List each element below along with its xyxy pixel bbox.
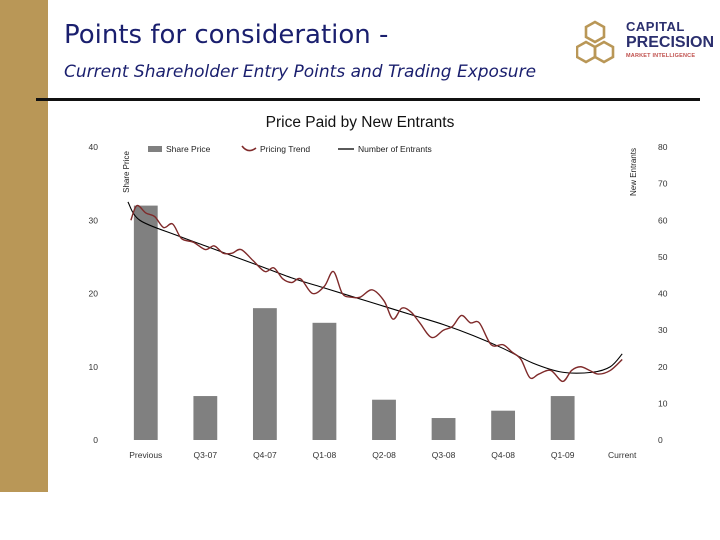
- bar-share-price: [313, 323, 337, 440]
- y-tick-label: 10: [89, 362, 99, 372]
- line-number-of-entrants: [128, 202, 622, 373]
- y2-tick-label: 10: [658, 398, 668, 408]
- bar-share-price: [491, 411, 515, 440]
- bar-share-price: [432, 418, 456, 440]
- x-tick-label: Q4-07: [253, 450, 277, 460]
- y-tick-label: 0: [93, 435, 98, 445]
- x-tick-label: Q1-09: [551, 450, 575, 460]
- x-tick-label: Q4-08: [491, 450, 515, 460]
- line-pricing-trend: [131, 205, 622, 381]
- legend-label-share-price: Share Price: [166, 144, 211, 154]
- legend-label-number-of-entrants: Number of Entrants: [358, 144, 432, 154]
- y2-tick-label: 0: [658, 435, 663, 445]
- y2-tick-label: 50: [658, 252, 668, 262]
- legend-label-pricing-trend: Pricing Trend: [260, 144, 310, 154]
- y-tick-label: 40: [89, 142, 99, 152]
- y-tick-label: 20: [89, 289, 99, 299]
- bar-share-price: [193, 396, 217, 440]
- price-paid-chart: Price Paid by New Entrants 0 10 20 30 40 0 10 2…: [0, 0, 720, 540]
- legend-swatch-pricing-trend: [242, 146, 256, 151]
- x-tick-label: Previous: [129, 450, 162, 460]
- bar-share-price: [372, 400, 396, 440]
- y2-tick-label: 20: [658, 362, 668, 372]
- y-tick-label: 30: [89, 215, 99, 225]
- x-tick-label: Q1-08: [313, 450, 337, 460]
- x-tick-label: Q3-08: [432, 450, 456, 460]
- legend-swatch-share-price: [148, 146, 162, 152]
- y2-tick-label: 60: [658, 215, 668, 225]
- y-axis-title: Share Price: [122, 151, 131, 193]
- x-tick-label: Q2-08: [372, 450, 396, 460]
- y2-tick-label: 30: [658, 325, 668, 335]
- y2-tick-label: 80: [658, 142, 668, 152]
- x-tick-label: Current: [608, 450, 637, 460]
- x-tick-label: Q3-07: [194, 450, 218, 460]
- y2-tick-label: 70: [658, 179, 668, 189]
- y2-tick-label: 40: [658, 289, 668, 299]
- y2-axis-title: New Entrants: [629, 148, 638, 196]
- bar-share-price: [134, 206, 158, 440]
- bar-share-price: [253, 308, 277, 440]
- bar-share-price: [551, 396, 575, 440]
- chart-title: Price Paid by New Entrants: [266, 114, 455, 131]
